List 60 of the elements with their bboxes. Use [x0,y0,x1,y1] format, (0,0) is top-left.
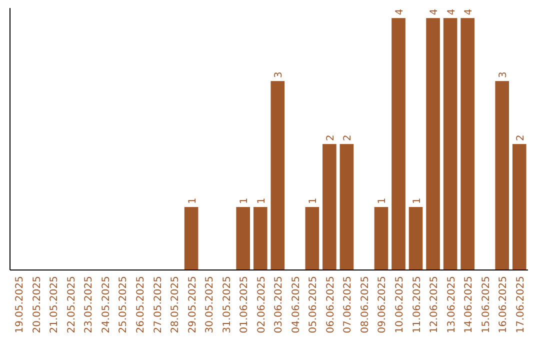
data-label: 4 [446,8,458,16]
x-tick-label: 17.06.2025 [515,276,526,334]
x-tick-label: 30.05.2025 [204,276,216,334]
x-tick-label: 22.05.2025 [66,276,78,334]
x-tick-label: 15.06.2025 [480,276,492,334]
data-label: 4 [394,8,406,16]
data-label: 3 [274,72,285,78]
x-tick-label: 03.06.2025 [274,276,285,334]
x-tick-label: 21.05.2025 [49,276,60,334]
x-tick-label: 23.05.2025 [84,276,95,334]
bar [374,207,388,270]
data-label: 1 [239,198,250,204]
x-tick-label: 31.05.2025 [222,276,233,334]
x-tick-label: 06.06.2025 [325,276,336,334]
x-tick-label: 27.05.2025 [152,276,164,334]
x-tick-label: 07.06.2025 [342,276,354,334]
bar [408,207,423,270]
x-tick-label: 02.06.2025 [256,276,268,334]
bar [236,207,250,270]
bar [253,207,268,270]
x-tick-label: 26.05.2025 [136,276,146,334]
bar [305,207,320,270]
data-label: 3 [498,72,510,78]
data-label: 1 [187,198,198,204]
data-label: 1 [308,198,320,204]
bar [495,81,510,270]
data-label: 1 [256,198,268,204]
data-label: 2 [342,134,354,142]
x-tick-label: 12.06.2025 [429,276,440,334]
x-tick-label: 08.06.2025 [360,276,371,334]
x-tick-label: 14.06.2025 [464,276,475,334]
x-tick-label: 04.06.2025 [290,276,302,334]
bar [322,144,336,270]
x-tick-label: 16.06.2025 [498,276,510,334]
bar [512,144,526,270]
bar [184,207,198,270]
x-tick-label: 20.05.2025 [32,276,43,334]
x-tick-label: 01.06.2025 [239,276,250,334]
data-label: 4 [464,8,475,16]
data-label: 2 [515,134,526,142]
x-tick-label: 11.06.2025 [412,276,423,334]
bar [392,18,406,270]
x-tick-label: 05.06.2025 [308,276,320,334]
x-tick-label: 24.05.2025 [100,276,112,334]
x-tick-label: 25.05.2025 [118,276,130,334]
data-label: 1 [377,198,388,204]
bar [270,81,285,270]
data-label: 2 [325,134,336,142]
x-tick-label: 13.06.2025 [446,276,458,334]
x-tick-label: 19.05.2025 [14,276,26,334]
bar [340,144,354,270]
bar [460,18,474,270]
x-tick-label: 10.06.2025 [394,276,406,334]
bar [443,18,458,270]
data-label: 1 [412,198,423,204]
x-tick-label: 28.05.2025 [170,276,182,334]
x-tick-label: 29.05.2025 [187,276,198,334]
bar [426,18,440,270]
x-tick-label: 09.06.2025 [377,276,388,334]
data-label: 4 [429,8,440,16]
